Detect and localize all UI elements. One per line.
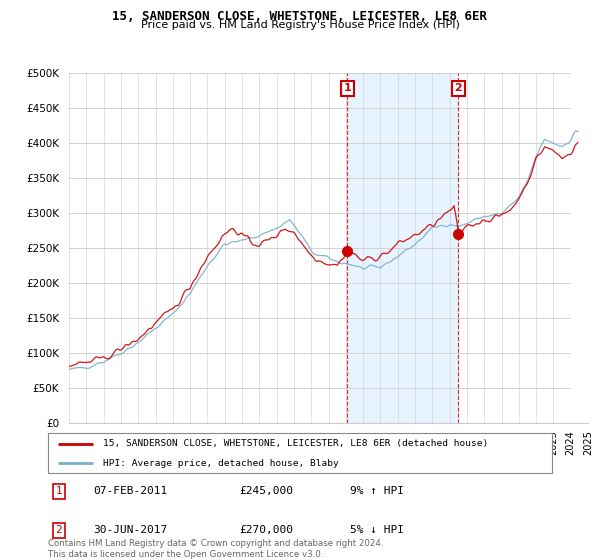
Text: £245,000: £245,000 xyxy=(239,486,293,496)
Text: £270,000: £270,000 xyxy=(239,525,293,535)
Text: 15, SANDERSON CLOSE, WHETSTONE, LEICESTER, LE8 6ER: 15, SANDERSON CLOSE, WHETSTONE, LEICESTE… xyxy=(113,10,487,23)
Text: 2: 2 xyxy=(56,525,62,535)
Text: Price paid vs. HM Land Registry's House Price Index (HPI): Price paid vs. HM Land Registry's House … xyxy=(140,20,460,30)
Text: 07-FEB-2011: 07-FEB-2011 xyxy=(94,486,167,496)
Text: 9% ↑ HPI: 9% ↑ HPI xyxy=(350,486,404,496)
Text: 1: 1 xyxy=(343,83,351,94)
Text: 5% ↓ HPI: 5% ↓ HPI xyxy=(350,525,404,535)
Text: Contains HM Land Registry data © Crown copyright and database right 2024.
This d: Contains HM Land Registry data © Crown c… xyxy=(48,539,383,559)
FancyBboxPatch shape xyxy=(48,433,552,473)
Bar xyxy=(347,73,458,423)
Bar xyxy=(571,73,588,423)
Text: HPI: Average price, detached house, Blaby: HPI: Average price, detached house, Blab… xyxy=(103,459,339,468)
Text: 2: 2 xyxy=(454,83,462,94)
Text: 15, SANDERSON CLOSE, WHETSTONE, LEICESTER, LE8 6ER (detached house): 15, SANDERSON CLOSE, WHETSTONE, LEICESTE… xyxy=(103,439,488,448)
Text: 1: 1 xyxy=(56,486,62,496)
Text: 30-JUN-2017: 30-JUN-2017 xyxy=(94,525,167,535)
